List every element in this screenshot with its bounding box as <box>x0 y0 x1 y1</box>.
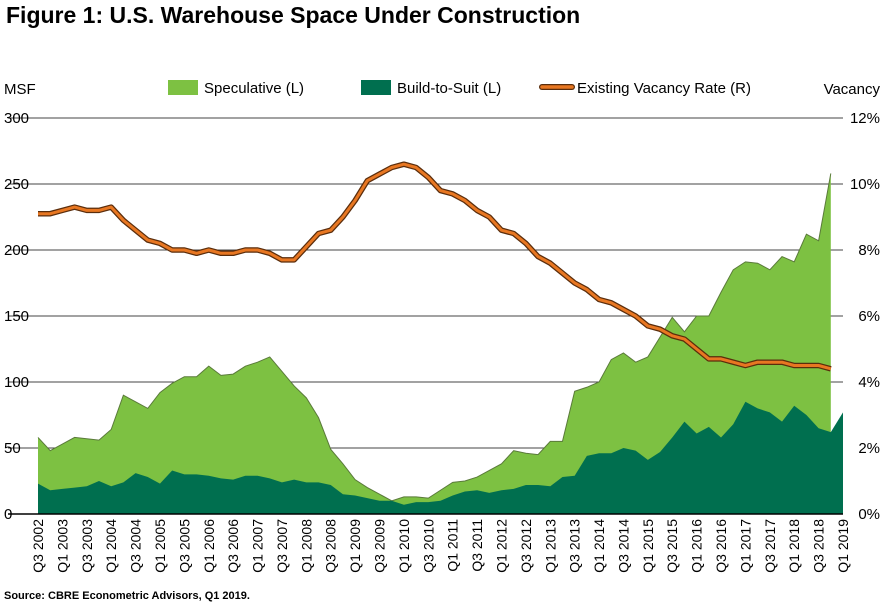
x-tick-label: Q1 2018 <box>786 519 802 573</box>
x-tick-label: Q1 2005 <box>152 519 168 573</box>
x-tick-label: Q1 2017 <box>737 519 753 573</box>
legend-swatch-speculative <box>168 80 198 95</box>
x-tick-label: Q3 2002 <box>30 519 46 573</box>
x-tick-label: Q1 2013 <box>542 519 558 573</box>
x-tick-label: Q3 2006 <box>225 519 241 573</box>
y-tick-label-right: 10% <box>850 176 880 193</box>
x-tick-label: Q1 2012 <box>493 519 509 573</box>
x-tick-label: Q3 2015 <box>664 519 680 573</box>
page-title: Figure 1: U.S. Warehouse Space Under Con… <box>6 2 581 28</box>
y-tick-label-left: 200 <box>4 242 29 259</box>
x-tick-label: Q3 2007 <box>274 519 290 573</box>
x-tick-label: Q3 2017 <box>762 519 778 573</box>
source-note: Source: CBRE Econometric Advisors, Q1 20… <box>4 590 250 602</box>
y-tick-label-left: 300 <box>4 110 29 127</box>
x-tick-label: Q3 2016 <box>713 519 729 573</box>
y-tick-label-right: 4% <box>858 374 880 391</box>
x-tick-label: Q1 2015 <box>640 519 656 573</box>
x-tick-label: Q1 2003 <box>54 519 70 573</box>
area-series <box>37 173 843 514</box>
y-tick-label-left: 150 <box>4 308 29 325</box>
vacancy-line-series <box>38 161 832 372</box>
y-tick-label-right: 12% <box>850 110 880 127</box>
legend-label-vacancy: Existing Vacancy Rate (R) <box>577 80 751 97</box>
y-tick-label-right: 8% <box>858 242 880 259</box>
x-tick-label: Q1 2009 <box>347 519 363 573</box>
y-tick-label-left: 50 <box>4 440 21 457</box>
speculative-area <box>38 173 831 514</box>
legend: Speculative (L) Build-to-Suit (L) Existi… <box>168 80 751 97</box>
legend-label-build-to-suit: Build-to-Suit (L) <box>397 80 501 97</box>
x-tick-label: Q1 2008 <box>298 519 314 573</box>
speculative-area-outline <box>37 173 832 502</box>
x-tick-label: Q1 2007 <box>250 519 266 573</box>
x-tick-label: Q3 2010 <box>420 519 436 573</box>
legend-swatch-build-to-suit <box>361 80 391 95</box>
build-to-suit-area <box>38 401 843 514</box>
x-tick-label: Q3 2018 <box>811 519 827 573</box>
x-tick-label: Q3 2014 <box>615 519 631 573</box>
vacancy-line <box>38 162 832 371</box>
x-tick-label: Q3 2003 <box>79 519 95 573</box>
x-tick-label: Q1 2016 <box>689 519 705 573</box>
x-tick-label: Q3 2012 <box>518 519 534 573</box>
y-tick-label-left: 250 <box>4 176 29 193</box>
x-tick-label: Q1 2010 <box>396 519 412 573</box>
y-tick-label-right: 2% <box>858 440 880 457</box>
y-tick-label-right: 0% <box>858 506 880 523</box>
y-axis-left-label: MSF <box>4 81 36 98</box>
x-tick-label: Q3 2011 <box>469 519 485 572</box>
x-tick-label: Q1 2004 <box>103 519 119 573</box>
x-tick-label: Q1 2014 <box>591 519 607 573</box>
x-tick-label: Q3 2013 <box>567 519 583 573</box>
x-tick-label: Q1 2011 <box>445 519 461 572</box>
x-tick-label: Q1 2006 <box>201 519 217 573</box>
x-tick-label: Q3 2008 <box>323 519 339 573</box>
y-tick-label-left: 100 <box>4 374 29 391</box>
x-tick-label: Q3 2004 <box>128 519 144 573</box>
legend-label-speculative: Speculative (L) <box>204 80 304 97</box>
y-axis-right-label: Vacancy <box>824 81 881 98</box>
x-tick-label: Q3 2005 <box>176 519 192 573</box>
y-tick-label-right: 6% <box>858 308 880 325</box>
x-tick-label: Q3 2009 <box>372 519 388 573</box>
x-tick-label: Q1 2019 <box>835 519 851 573</box>
